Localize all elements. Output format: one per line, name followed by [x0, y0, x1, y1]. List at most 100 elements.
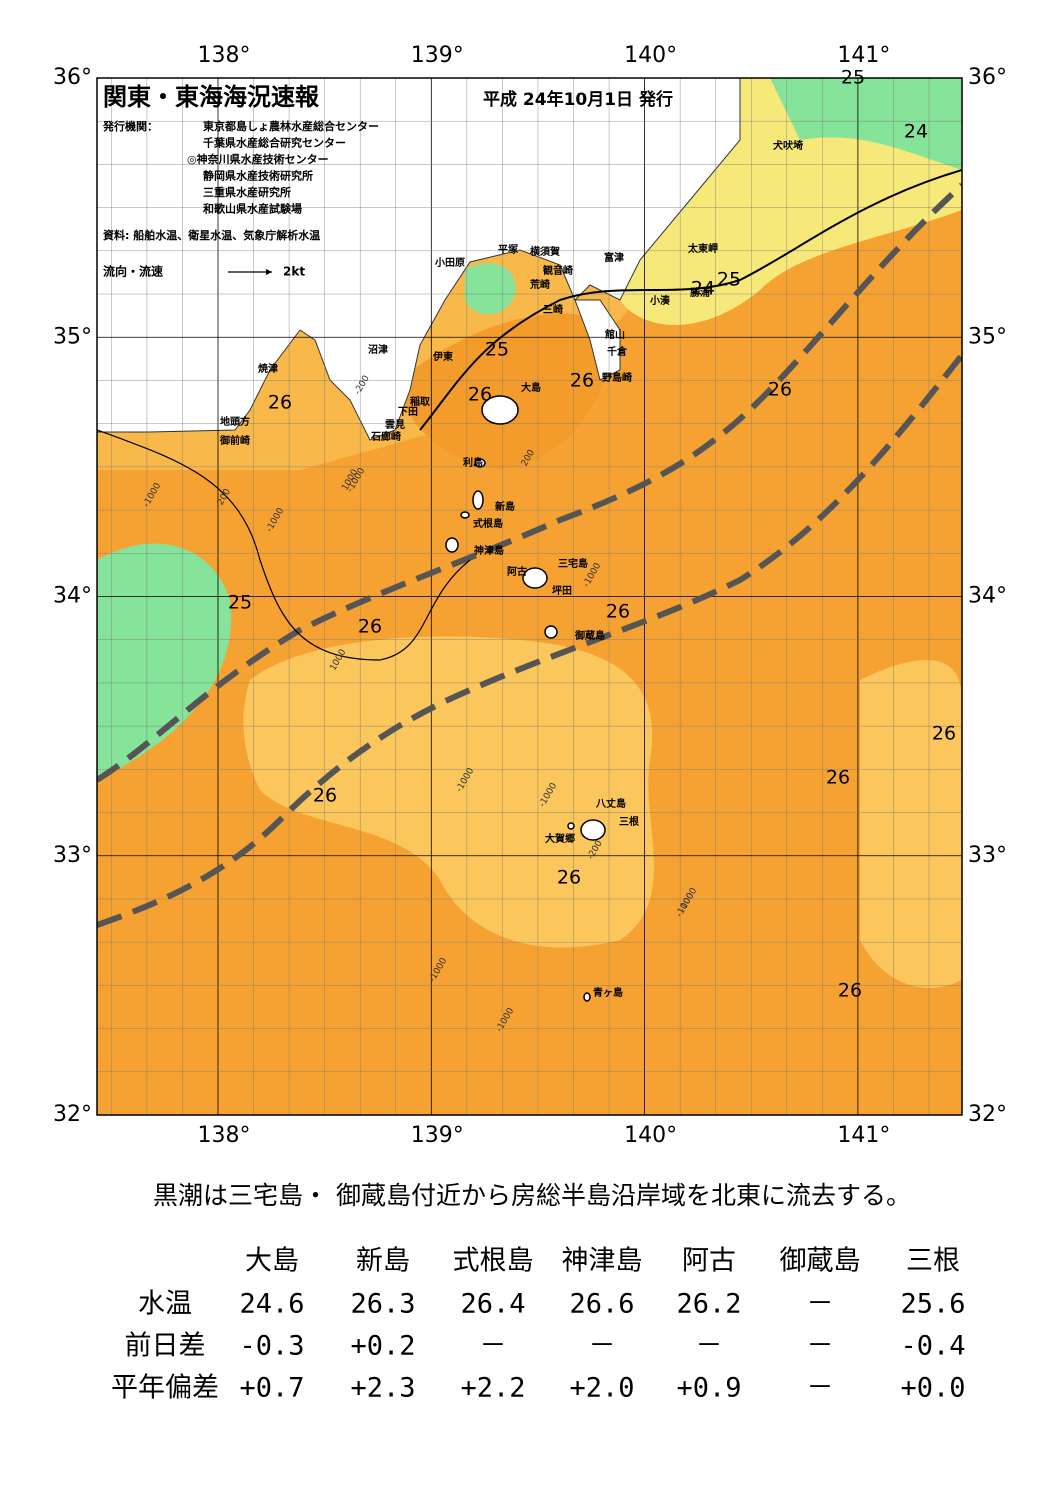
sea-band [860, 660, 962, 988]
contour-line [97, 429, 471, 661]
contour-label: 24 [691, 278, 715, 300]
contour-label: 26 [557, 867, 581, 889]
contour-label: 24 [904, 121, 928, 143]
table-header: 神津島 [562, 1246, 643, 1277]
place-name: 青ヶ島 [593, 986, 623, 999]
kuroshio-axis [97, 353, 962, 928]
table-cell: +2.3 [350, 1373, 415, 1404]
place-name: 小湊 [649, 294, 671, 307]
table-cell: － [696, 1331, 723, 1362]
lon-label: 138° [198, 43, 251, 68]
table-header: 式根島 [453, 1246, 534, 1277]
sea-green [465, 263, 516, 315]
island [460, 511, 470, 519]
contour-label: 25 [485, 339, 509, 361]
title: 関東・東海海況速報 [103, 83, 320, 111]
map-frame [96, 77, 963, 1116]
island [474, 458, 486, 468]
sea-green [770, 78, 962, 170]
place-name: 富津 [604, 251, 624, 264]
table-cell: +0.9 [676, 1373, 741, 1404]
table-header: 阿古 [682, 1246, 736, 1277]
lon-label: 141° [837, 1123, 890, 1148]
contour-label: 25 [841, 67, 865, 89]
contour-label: 26 [313, 785, 337, 807]
place-name: 観音崎 [543, 264, 573, 277]
issuer: 三重県水産研究所 [203, 185, 291, 199]
lat-label: 33° [53, 843, 92, 868]
summary: 黒潮は三宅島・ 御蔵島付近から房総半島沿岸域を北東に流去する。 [153, 1181, 911, 1210]
issue-date: 平成 24年10月1日 発行 [483, 89, 673, 110]
map-area [97, 78, 962, 1115]
lat-label: 36° [968, 65, 1007, 90]
lon-label: 139° [411, 1123, 464, 1148]
place-name: 千倉 [607, 345, 628, 358]
contour-label: 25 [717, 269, 741, 291]
table-header: 大島 [245, 1246, 299, 1277]
place-name: 御蔵島 [574, 629, 605, 642]
grid [97, 78, 962, 1115]
lat-label: 36° [53, 65, 92, 90]
place-name: 三宅島 [558, 557, 588, 570]
row-label: 前日差 [125, 1331, 206, 1362]
land [574, 299, 621, 381]
contour-label: 26 [570, 370, 594, 392]
lat-label: 34° [968, 584, 1007, 609]
table-cell: － [589, 1331, 616, 1362]
lon-label: 140° [624, 1123, 677, 1148]
table-cell: -0.3 [239, 1331, 304, 1362]
place-name: 三崎 [543, 303, 563, 316]
place-name: 横須賀 [530, 245, 560, 258]
place-name: 阿古 [507, 565, 527, 578]
place-name: 犬吠埼 [773, 139, 803, 152]
lat-label: 32° [968, 1102, 1007, 1127]
lon-label: 141° [837, 43, 890, 68]
issuer: 和歌山県水産試験場 [203, 202, 302, 216]
row-label: 平年偏差 [111, 1373, 219, 1404]
place-name: 石廊崎 [370, 430, 401, 443]
place-name: 館山 [604, 328, 625, 341]
island [583, 992, 591, 1002]
kuroshio-axis [97, 182, 962, 783]
island [472, 490, 484, 510]
contour-label: 26 [468, 384, 492, 406]
table-cell: +2.0 [569, 1373, 634, 1404]
flow-scale: 2kt [283, 265, 305, 279]
contour-label: 26 [358, 616, 382, 638]
table-cell: -0.4 [900, 1331, 965, 1362]
island [481, 395, 519, 425]
lat-label: 35° [968, 324, 1007, 349]
issuer-label: 発行機関： [102, 119, 158, 133]
table-cell: 26.4 [460, 1289, 525, 1320]
place-name: 三根 [619, 815, 639, 828]
place-name: 荒崎 [529, 278, 550, 291]
contour-label: 26 [768, 379, 792, 401]
place-name: 御前崎 [219, 434, 250, 447]
place-name: 沼津 [368, 343, 388, 356]
table-cell: +2.2 [460, 1373, 525, 1404]
place-name: 小田原 [434, 256, 465, 269]
issuer: 東京都島しょ農林水産総合センター [203, 119, 379, 133]
place-name: 坪田 [552, 584, 572, 597]
island [522, 567, 548, 589]
place-name: 雲見 [385, 419, 405, 431]
contour-label: 25 [228, 592, 252, 614]
table-cell: 25.6 [900, 1289, 965, 1320]
row-label: 水温 [138, 1289, 192, 1320]
issuer: ◎神奈川県水産技術センター [187, 152, 329, 166]
place-name: 太東岬 [687, 242, 718, 255]
source: 資料: 船舶水温、衛星水温、気象庁解析水温 [103, 228, 320, 242]
contour-label: 26 [932, 723, 956, 745]
table-cell: +0.0 [900, 1373, 965, 1404]
table-cell: － [480, 1331, 507, 1362]
table-cell: 26.6 [569, 1289, 634, 1320]
contour-line [419, 169, 962, 431]
issuer: 静岡県水産技術研究所 [203, 169, 313, 183]
place-name: 稲取 [410, 395, 431, 408]
contour-label: 26 [838, 980, 862, 1002]
place-name: 大賀郷 [545, 832, 575, 845]
sea-core [400, 313, 620, 470]
table-cell: 26.2 [676, 1289, 741, 1320]
lon-label: 139° [411, 43, 464, 68]
